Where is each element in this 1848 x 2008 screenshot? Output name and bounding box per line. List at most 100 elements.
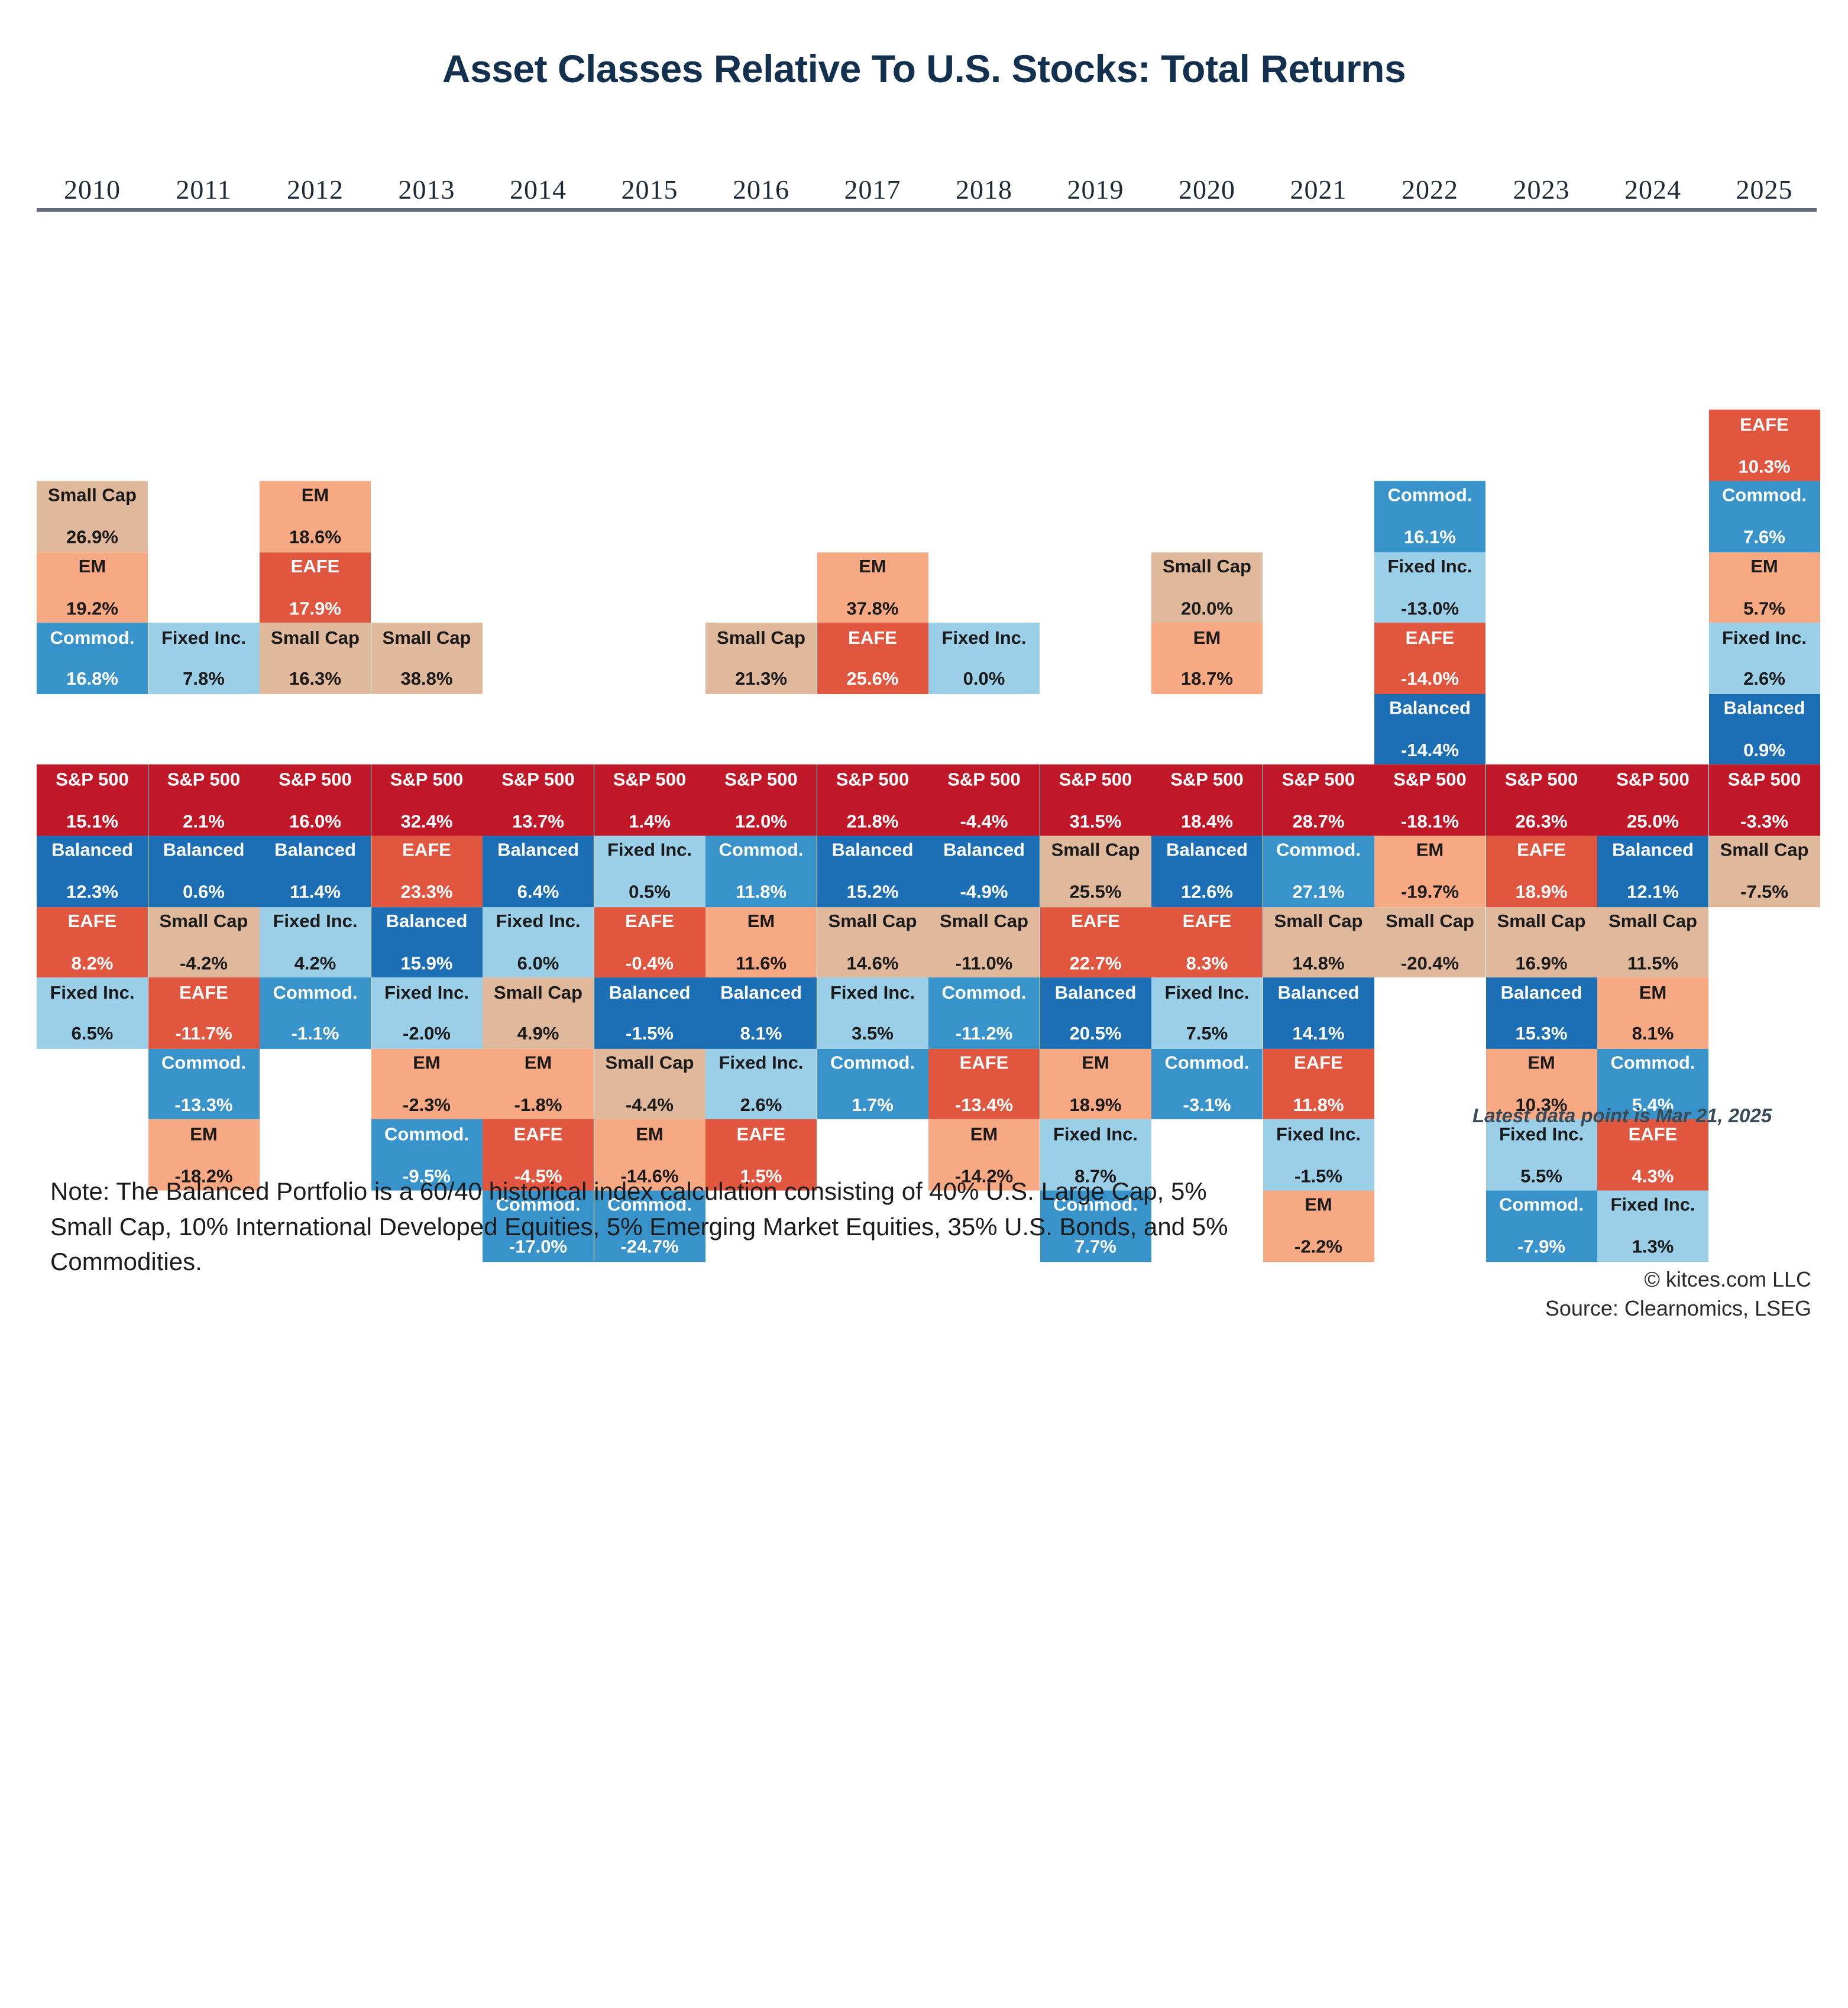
return-value: 2.6% [740,1094,782,1116]
asset-class-label: Small Cap [1274,910,1363,931]
asset-class-label: Fixed Inc. [1053,1123,1138,1144]
asset-class-label: Small Cap [271,626,360,647]
return-value: 10.3% [1515,1094,1568,1116]
return-cell: EAFE 17.9% [260,552,371,623]
return-cell: Commod. -11.2% [928,977,1040,1049]
asset-class-label: EAFE [1740,413,1789,435]
year-column-body-2019: S&P 500 31.5% Small Cap 25.5% EAFE 22.7% Balan… [1040,216,1151,2008]
return-value: 11.4% [289,882,341,903]
return-value: 6.0% [517,953,559,974]
asset-class-label: Commod. [719,839,804,860]
return-cell: Commod. 16.8% [37,623,148,694]
return-cell: Small Cap 14.8% [1263,906,1374,978]
year-header-2013: 2013 [398,174,455,205]
return-value: 12.1% [1627,882,1679,903]
return-cell: S&P 500 -4.4% [928,765,1040,836]
year-column-2021: 2021 S&P 500 28.7% Commod. 27.1% Small Cap 14.… [1263,171,1374,1262]
year-column-body-2018: Fixed Inc. 0.0% S&P 500 -4.4% Balanced -4.9% S… [928,216,1040,2008]
asset-class-label: S&P 500 [1727,768,1801,789]
return-cell: Balanced -14.4% [1374,694,1485,765]
asset-class-label: EAFE [402,839,451,860]
year-header-2023: 2023 [1513,174,1570,205]
return-cell: EM -19.7% [1374,835,1485,907]
return-cell: Small Cap 26.9% [37,481,148,552]
return-cell: S&P 500 26.3% [1485,765,1597,836]
year-column-body-2023: S&P 500 26.3% EAFE 18.9% Small Cap 16.9% Balan… [1485,216,1597,2008]
return-cell: EM 10.3% [1485,1048,1597,1120]
asset-class-label: Commod. [384,1123,469,1144]
return-value: -11.2% [955,1024,1013,1045]
return-cell: Balanced 12.6% [1151,835,1263,907]
return-value: 18.6% [289,527,341,548]
return-value: 16.1% [1404,527,1456,548]
year-header-2012: 2012 [287,174,344,205]
return-cell: EM -14.2% [928,1119,1040,1191]
year-header-2025: 2025 [1736,174,1793,205]
year-column-2012: 2012 EM 18.6% EAFE 17.9% Small Cap 16.3% S&P 50… [260,171,371,1121]
return-cell: Fixed Inc. 0.0% [928,623,1040,694]
return-cell: Small Cap 21.3% [705,623,817,694]
return-cell: EAFE -0.4% [594,906,705,978]
return-cell: EM 8.1% [1597,977,1708,1049]
asset-class-label: S&P 500 [836,768,910,789]
return-cell: EM 18.9% [1040,1048,1151,1120]
asset-class-label: EAFE [1405,626,1455,647]
return-cell: S&P 500 16.0% [260,765,371,836]
asset-class-label: Commod. [941,981,1027,1002]
return-value: -3.1% [1183,1094,1231,1116]
asset-class-label: S&P 500 [279,768,352,789]
return-cell: Balanced 12.1% [1597,835,1708,907]
return-cell: Small Cap -20.4% [1374,906,1485,978]
asset-class-label: EAFE [848,626,897,647]
return-cell: Fixed Inc. 4.2% [260,906,371,978]
year-column-body-2024: S&P 500 25.0% Balanced 12.1% Small Cap 11.5% E… [1597,216,1708,2008]
return-value: 5.7% [1743,598,1785,619]
asset-class-label: Fixed Inc. [941,626,1027,647]
return-value: -13.4% [954,1094,1014,1116]
asset-class-label: S&P 500 [1170,768,1244,789]
asset-class-label: EM [636,1123,664,1144]
return-value: 14.1% [1292,1024,1345,1045]
return-value: 18.7% [1181,669,1233,690]
return-value: 17.9% [289,598,341,619]
asset-class-label: S&P 500 [1059,768,1132,789]
return-cell: EAFE 4.3% [1597,1119,1708,1191]
asset-class-label: Balanced [386,910,468,931]
return-cell: Small Cap -11.0% [928,906,1040,978]
return-value: 16.9% [1515,953,1568,974]
return-value: 11.8% [1293,1094,1344,1116]
return-cell: Fixed Inc. 2.6% [1708,623,1820,694]
asset-class-label: EM [970,1123,998,1144]
return-value: 25.5% [1069,882,1122,903]
return-cell: Fixed Inc. 6.5% [37,977,148,1049]
asset-class-label: EAFE [625,910,674,931]
return-cell: S&P 500 25.0% [1597,765,1708,836]
asset-class-label: EM [1082,1052,1109,1073]
asset-class-label: Balanced [1054,981,1137,1002]
asset-class-label: Small Cap [382,626,471,647]
asset-class-label: S&P 500 [1504,768,1578,789]
asset-class-label: Commod. [607,1194,692,1215]
asset-class-label: EAFE [1071,910,1120,931]
return-value: -4.4% [626,1094,674,1116]
return-cell: EAFE 8.2% [37,906,148,978]
return-cell: Fixed Inc. 2.6% [705,1048,817,1120]
return-value: -14.4% [1400,740,1459,761]
return-cell: S&P 500 -3.3% [1708,765,1820,836]
return-value: -1.5% [1294,1165,1342,1187]
return-cell: Fixed Inc. 6.0% [483,906,594,978]
year-header-2018: 2018 [956,174,1012,205]
return-value: -1.1% [291,1024,339,1045]
asset-class-label: Commod. [1276,839,1361,860]
asset-class-label: Balanced [1612,839,1694,860]
asset-class-label: EM [301,484,329,506]
asset-class-label: Fixed Inc. [50,981,135,1002]
return-value: -1.8% [514,1094,562,1116]
asset-class-label: EM [1750,555,1778,577]
return-value: -4.9% [960,882,1008,903]
return-cell: S&P 500 2.1% [148,765,260,836]
return-cell: Small Cap 16.3% [260,623,371,694]
asset-class-label: EM [524,1052,552,1073]
return-value: 31.5% [1069,811,1122,832]
return-cell: Commod. -1.1% [260,977,371,1049]
